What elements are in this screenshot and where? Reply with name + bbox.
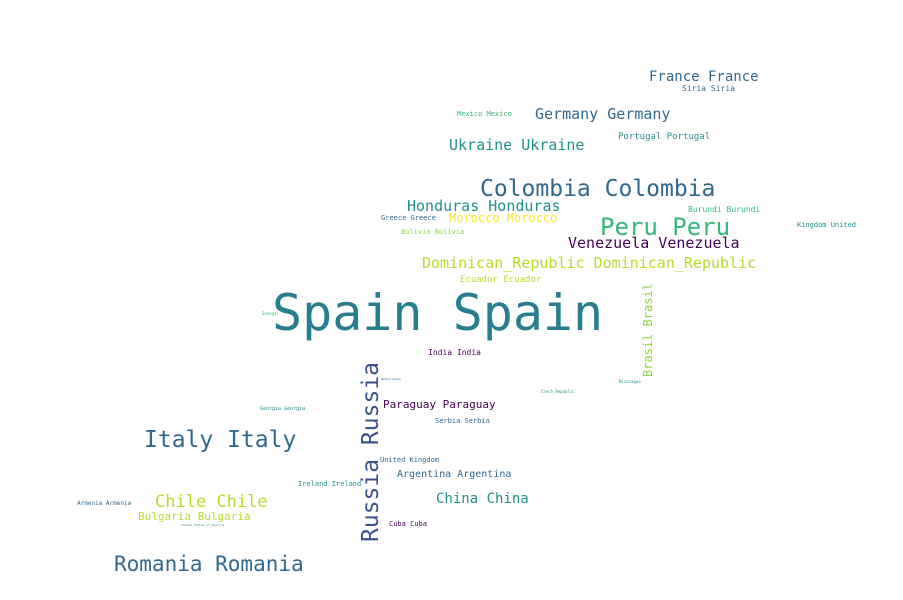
word-serbia: Serbia Serbia bbox=[435, 417, 490, 425]
word-russia: Russia Russia bbox=[358, 361, 384, 542]
word-czech-republic: Czech_Republic bbox=[541, 389, 575, 394]
word-burundi: Burundi Burundi bbox=[688, 205, 761, 214]
word-honduras: Honduras Honduras bbox=[407, 197, 561, 215]
word-siria: Siria Siria bbox=[682, 84, 735, 93]
word-peru: Peru Peru bbox=[600, 213, 731, 241]
word-ukraine: Ukraine Ukraine bbox=[449, 136, 585, 154]
word-colombia: Colombia Colombia bbox=[480, 176, 716, 202]
word-brasil: Brasil Brasil bbox=[641, 283, 655, 377]
word-bulgaria: Bulgaria Bulgaria bbox=[138, 510, 251, 523]
word-china: China China bbox=[436, 491, 529, 507]
word-chile: Chile Chile bbox=[155, 492, 268, 512]
word-dominican-republic: Dominican_Republic Dominican_Republic bbox=[422, 254, 757, 272]
word-senegal: Senegal bbox=[262, 311, 279, 316]
word-spain: Spain Spain bbox=[272, 284, 604, 342]
word-india: India India bbox=[428, 348, 481, 357]
word-morocco: Morocco Morocco bbox=[449, 211, 558, 225]
word-ecuador: Ecuador Ecuador bbox=[460, 275, 542, 285]
word-nicaragua: Nicaragua bbox=[619, 379, 641, 384]
word-venezuela: Venezuela Venezuela bbox=[568, 234, 740, 252]
word-portugal: Portugal Portugal bbox=[618, 132, 711, 142]
word-armenia: Armenia Armenia bbox=[77, 500, 132, 507]
word-greece: Greece Greece bbox=[381, 214, 436, 222]
word-romania: Romania Romania bbox=[114, 552, 304, 576]
word-france: France France bbox=[649, 69, 759, 85]
word-georgia: Georgia Georgia bbox=[260, 406, 306, 412]
word-united-kingdom: United Kingdom bbox=[380, 456, 440, 464]
word-italy: Italy Italy bbox=[144, 427, 297, 453]
word-netherlands: Netherlands bbox=[381, 377, 401, 381]
word-cuba: Cuba Cuba bbox=[389, 520, 427, 528]
word-germany: Germany Germany bbox=[535, 105, 671, 123]
word-argentina: Argentina Argentina bbox=[397, 469, 512, 480]
word-ireland: Ireland Ireland bbox=[298, 480, 362, 488]
word-bolivia: Bolivia Bolivia bbox=[401, 228, 465, 236]
word-paraguay: Paraguay Paraguay bbox=[383, 398, 496, 411]
word-kingdom-united: Kingdom United bbox=[797, 221, 857, 229]
word-usa: United_States_of_America bbox=[181, 523, 225, 527]
word-mexico: Mexico Mexico bbox=[457, 110, 512, 118]
